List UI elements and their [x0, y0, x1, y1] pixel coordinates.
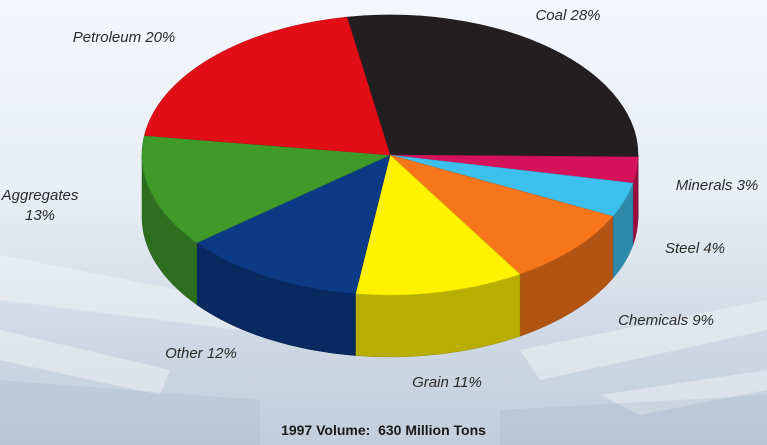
pie-slice-other — [196, 154, 391, 294]
pie-slice-petroleum — [144, 16, 391, 156]
slice-label-coal: Coal 28% — [535, 7, 600, 24]
pie-top-faces — [141, 14, 639, 296]
slice-label-chemicals: Chemicals 9% — [618, 312, 714, 329]
slice-label-grain: Grain 11% — [412, 374, 482, 391]
slice-label-other: Other 12% — [165, 345, 237, 362]
pie-side-walls — [141, 154, 639, 358]
pie-slice-chemicals — [389, 154, 614, 275]
slice-label-steel: Steel 4% — [665, 240, 725, 257]
pie-slice-aggregates — [141, 135, 391, 244]
pie-slice-coal — [346, 14, 639, 158]
slice-labels: Coal 28% Minerals 3% Steel 4% Chemicals 9% G… — [1, 7, 759, 391]
volume-caption: 1997 Volume: 630 Million Tons — [281, 422, 486, 438]
pie-slice-grain — [355, 154, 521, 296]
slice-label-petroleum: Petroleum 20% — [73, 29, 176, 46]
slice-label-minerals: Minerals 3% — [676, 177, 759, 194]
slice-label-aggregates: Aggregates 13% — [1, 187, 79, 224]
